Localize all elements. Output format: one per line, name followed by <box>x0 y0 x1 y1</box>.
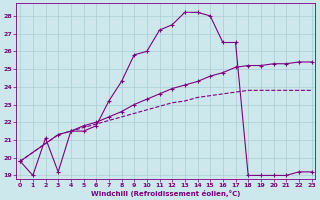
X-axis label: Windchill (Refroidissement éolien,°C): Windchill (Refroidissement éolien,°C) <box>91 190 241 197</box>
